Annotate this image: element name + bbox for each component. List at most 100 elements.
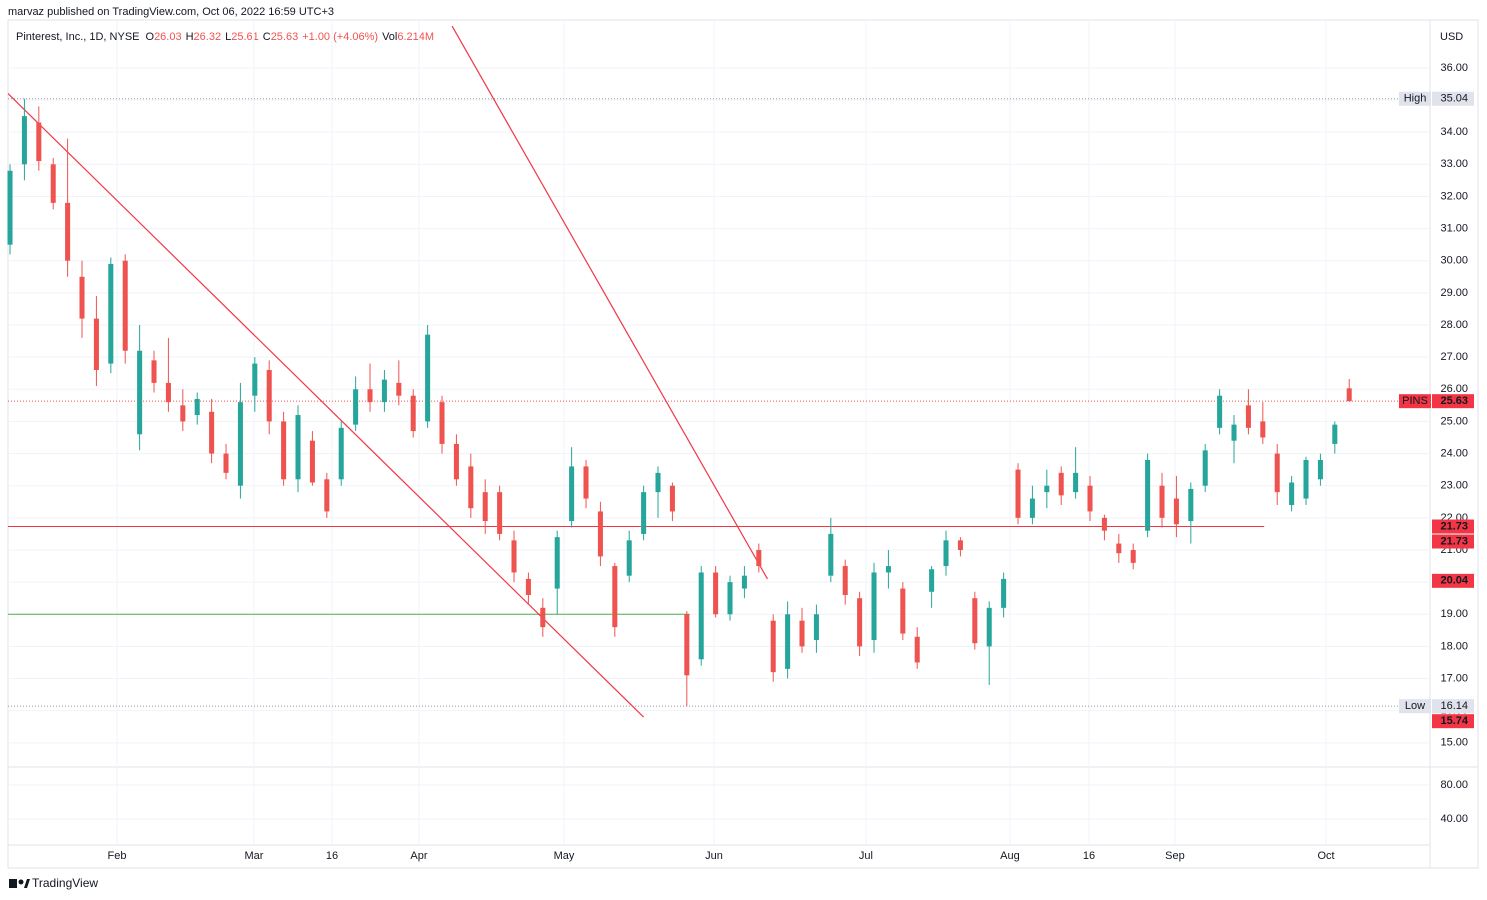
x-tick-label: Sep	[1165, 850, 1185, 862]
candle-body	[655, 472, 661, 493]
candle-body	[1202, 450, 1208, 486]
y2-tick-label: 80.00	[1440, 779, 1468, 791]
y-tick-label: 34.00	[1440, 126, 1468, 138]
quote-value: 26.03	[154, 31, 182, 43]
candle-body	[1073, 472, 1079, 493]
price-tag: PINS	[1402, 395, 1428, 407]
candle-body	[770, 620, 776, 673]
quote-prefix: Vol	[382, 31, 397, 43]
candle-body	[857, 598, 863, 647]
candle-body	[885, 566, 891, 573]
quote-value: 26.32	[194, 31, 222, 43]
candle-body	[1217, 395, 1223, 428]
candle-body	[713, 572, 719, 615]
x-tick-label: Apr	[410, 850, 427, 862]
x-tick-label: Jul	[859, 850, 873, 862]
candle-body	[410, 395, 416, 432]
candle-body	[943, 540, 949, 567]
candle-body	[1116, 543, 1122, 554]
candle-body	[698, 572, 704, 660]
quote-prefix: H	[186, 31, 194, 43]
candle-body	[641, 492, 647, 534]
candle-body	[540, 607, 546, 628]
candle-body	[36, 122, 42, 162]
price-tag-bg	[1399, 699, 1431, 714]
candle-body	[684, 614, 690, 676]
price-label-bg	[1432, 534, 1474, 549]
candle-body	[1289, 482, 1295, 505]
y-tick-label: 25.00	[1440, 415, 1468, 427]
candle-body	[569, 466, 575, 522]
x-tick-label: Oct	[1317, 850, 1334, 862]
candle-body	[1044, 485, 1050, 493]
candle-body	[338, 427, 344, 480]
candle-body	[381, 379, 387, 403]
y-tick-label: 23.00	[1440, 480, 1468, 492]
candle-body	[122, 260, 128, 351]
x-tick-label: Mar	[244, 850, 263, 862]
x-tick-label: 16	[1083, 850, 1095, 862]
y-tick-label: 26.00	[1440, 383, 1468, 395]
candle-body	[842, 566, 848, 595]
candle-body	[237, 402, 243, 486]
candle-body	[1130, 549, 1136, 563]
y-tick-label: 17.00	[1440, 672, 1468, 684]
quote-prefix: C	[263, 31, 271, 43]
candle-body	[1317, 459, 1323, 480]
candle-body	[439, 402, 445, 444]
candle-body	[972, 598, 978, 644]
price-label-bg	[1432, 91, 1474, 106]
brand: TradingView	[32, 876, 98, 890]
frame	[7, 19, 1479, 869]
candle-body	[108, 263, 114, 364]
candle-body	[21, 116, 27, 165]
candle-body	[583, 466, 589, 499]
candle-body	[741, 575, 747, 589]
candle-body	[1001, 578, 1007, 608]
candle-body	[295, 414, 301, 480]
y2-tick-label: 40.00	[1440, 813, 1468, 825]
price-tag: High	[1404, 93, 1427, 105]
candle-body	[497, 492, 503, 534]
candle-body	[871, 572, 877, 640]
candle-body	[353, 389, 359, 425]
price-tag-bg	[1399, 91, 1431, 106]
x-tick-label: 16	[326, 850, 338, 862]
candle-body	[756, 549, 762, 567]
price-tag-bg	[1399, 394, 1431, 409]
candle-body	[1159, 485, 1165, 518]
candle-body	[669, 485, 675, 512]
candle-body	[1346, 388, 1352, 402]
candle-body	[425, 334, 431, 422]
price-label: 21.73	[1440, 520, 1468, 532]
x-tick-label: Jun	[705, 850, 723, 862]
candle-body	[223, 453, 229, 473]
price-label-bg	[1432, 573, 1474, 588]
price-label: 16.14	[1440, 700, 1468, 712]
candle-body	[1231, 424, 1237, 441]
quote-prefix: O	[146, 31, 155, 43]
trend-line	[451, 25, 768, 580]
candle-body	[367, 389, 373, 403]
trend-line	[7, 93, 645, 718]
candle-body	[554, 537, 560, 589]
candle-body	[626, 540, 632, 576]
candle-body	[1260, 421, 1266, 438]
y-tick-label: 30.00	[1440, 255, 1468, 267]
candle-body	[324, 479, 330, 512]
candle-body	[727, 582, 733, 615]
candle-body	[194, 398, 200, 415]
candle-body	[929, 569, 935, 592]
candle-body	[525, 578, 531, 595]
candle-body	[79, 276, 85, 319]
candle-body	[281, 421, 287, 480]
price-label: 20.04	[1440, 575, 1468, 587]
candle-body	[597, 511, 603, 557]
candle-body	[396, 382, 402, 396]
x-tick-label: May	[554, 850, 575, 862]
candle-body	[165, 382, 171, 403]
candle-body	[914, 636, 920, 663]
candle-body	[468, 466, 474, 509]
y-tick-label: 33.00	[1440, 158, 1468, 170]
quote-value: 25.61	[231, 31, 259, 43]
